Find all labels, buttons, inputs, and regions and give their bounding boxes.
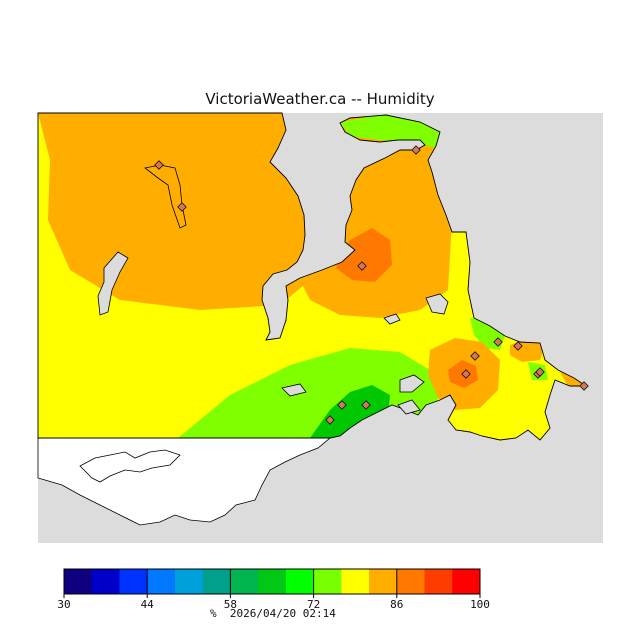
station-marker[interactable]	[177, 202, 187, 212]
station-markers	[154, 145, 589, 425]
station-marker[interactable]	[361, 400, 371, 410]
lake-north	[144, 164, 187, 229]
scale-tick-label: 30	[57, 598, 70, 611]
scale-swatch	[119, 569, 148, 594]
station-marker[interactable]	[535, 367, 545, 377]
station-marker[interactable]	[513, 341, 523, 351]
scale-swatch	[174, 569, 204, 594]
humidity-orange-nw-area	[38, 113, 316, 310]
scale-tick-label: 100	[470, 598, 490, 611]
station-marker[interactable]	[357, 261, 367, 271]
island-south-1	[281, 383, 307, 397]
scale-tick-label: 44	[141, 598, 155, 611]
southern-land	[37, 437, 332, 526]
color-scale: 30 44 58 72 86 100	[57, 568, 490, 611]
southern-coast-detail	[79, 449, 181, 483]
scale-swatch	[452, 569, 481, 594]
scale-swatch	[285, 569, 315, 594]
scale-tick-label: 86	[390, 598, 403, 611]
station-marker[interactable]	[337, 400, 347, 410]
scale-swatch	[341, 569, 370, 594]
harbour-inlet-2	[397, 399, 421, 415]
station-marker[interactable]	[325, 415, 335, 425]
scale-swatch	[230, 569, 259, 594]
scale-swatch	[369, 569, 398, 594]
scale-swatch	[258, 569, 287, 594]
timestamp: 2026/04/20 02:14	[229, 607, 336, 620]
scale-swatch	[64, 569, 93, 594]
scale-swatch	[202, 569, 231, 594]
station-marker[interactable]	[470, 351, 480, 361]
lake-west	[97, 251, 129, 316]
humidity-red-1-area	[336, 228, 392, 282]
scale-swatch	[91, 569, 120, 594]
map-title: VictoriaWeather.ca -- Humidity	[205, 90, 435, 108]
station-marker[interactable]	[154, 160, 164, 170]
island-mid	[383, 313, 401, 325]
scale-swatch	[396, 569, 426, 594]
station-marker[interactable]	[579, 381, 589, 391]
station-marker[interactable]	[461, 369, 471, 379]
humidity-orange-se3-area	[560, 372, 586, 386]
station-marker[interactable]	[411, 145, 421, 155]
scale-swatch	[424, 569, 453, 594]
units-label: %	[210, 607, 217, 620]
station-marker[interactable]	[493, 337, 503, 347]
island-east	[425, 293, 449, 315]
scale-swatch	[313, 569, 342, 594]
scale-swatch	[147, 569, 176, 594]
scale-units-timestamp: % 2026/04/20 02:14	[210, 607, 336, 620]
scale-tick-label: 58	[224, 598, 237, 611]
harbour-inlet	[399, 374, 425, 393]
scale-tick-label: 72	[307, 598, 320, 611]
